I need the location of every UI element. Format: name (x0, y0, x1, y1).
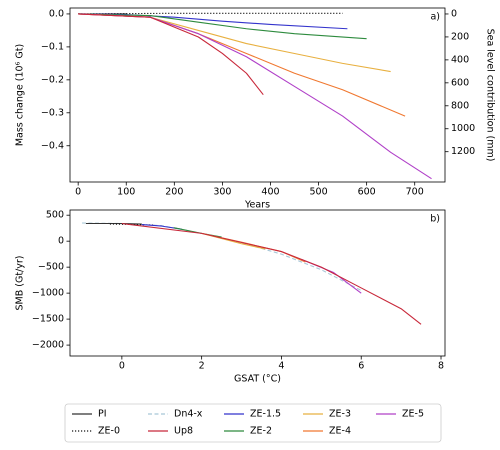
legend-label: ZE-2 (250, 426, 272, 437)
x-tick-label: 100 (117, 187, 135, 198)
series-line (78, 12, 343, 15)
x-tick-label: 0 (119, 361, 125, 372)
y2-tick-label: 400 (451, 54, 469, 65)
axes-frame (69, 7, 446, 183)
legend-label: ZE-1.5 (250, 409, 281, 420)
legend-box (64, 403, 442, 443)
x-tick-label: 6 (358, 361, 364, 372)
y-axis-label: Mass change (10⁶ Gt) (15, 44, 26, 146)
series-line (78, 13, 406, 117)
legend-label: ZE-5 (402, 409, 424, 420)
y2-tick-label: 200 (451, 31, 469, 42)
legend-label: ZE-0 (98, 426, 120, 437)
y2-tick-label: 0 (451, 8, 457, 19)
legend-label: ZE-3 (329, 409, 351, 420)
y-tick-label: −2000 (32, 340, 64, 351)
x-tick-label: 2 (199, 361, 205, 372)
y2-tick-label: 1000 (451, 123, 475, 134)
x-tick-label: 300 (213, 187, 231, 198)
series-line (78, 13, 367, 40)
legend-label: PI (98, 409, 107, 420)
x-axis-label: Years (244, 200, 270, 211)
axes-frame (69, 209, 446, 357)
y-tick-label: −0.2 (41, 74, 64, 85)
x-tick-label: 0 (75, 187, 81, 198)
x-tick-label: 700 (406, 187, 424, 198)
x-tick-label: 4 (278, 361, 284, 372)
y-tick-label: −1500 (32, 314, 64, 325)
y2-axis-label: Sea level contribution (mm) (485, 29, 496, 162)
series-line (78, 13, 432, 180)
x-tick-label: 500 (309, 187, 327, 198)
y-tick-label: 500 (46, 210, 64, 221)
panel-label: b) (430, 214, 440, 225)
legend-label: Dn4-x (174, 409, 203, 420)
x-tick-label: 600 (358, 187, 376, 198)
y-tick-label: −500 (38, 262, 64, 273)
y2-tick-label: 800 (451, 100, 469, 111)
y2-tick-label: 1200 (451, 146, 475, 157)
y-tick-label: −0.1 (41, 41, 64, 52)
series-line (78, 13, 264, 96)
y-tick-label: −0.3 (41, 107, 64, 118)
y-tick-label: −0.4 (41, 140, 64, 151)
panel-label: a) (430, 12, 440, 23)
x-tick-label: 200 (165, 187, 183, 198)
y-tick-label: 0.0 (49, 8, 64, 19)
y-axis-label: SMB (Gt/yr) (15, 256, 26, 311)
y-tick-label: −1000 (32, 288, 64, 299)
legend-label: ZE-4 (329, 426, 351, 437)
series-line (301, 258, 362, 294)
x-tick-label: 400 (261, 187, 279, 198)
legend-label: Up8 (174, 426, 193, 437)
series-line (81, 222, 362, 292)
x-axis-label: GSAT (°C) (234, 374, 281, 385)
series-line (121, 222, 422, 325)
y2-tick-label: 600 (451, 77, 469, 88)
y-tick-label: 0 (58, 236, 64, 247)
x-tick-label: 8 (438, 361, 444, 372)
